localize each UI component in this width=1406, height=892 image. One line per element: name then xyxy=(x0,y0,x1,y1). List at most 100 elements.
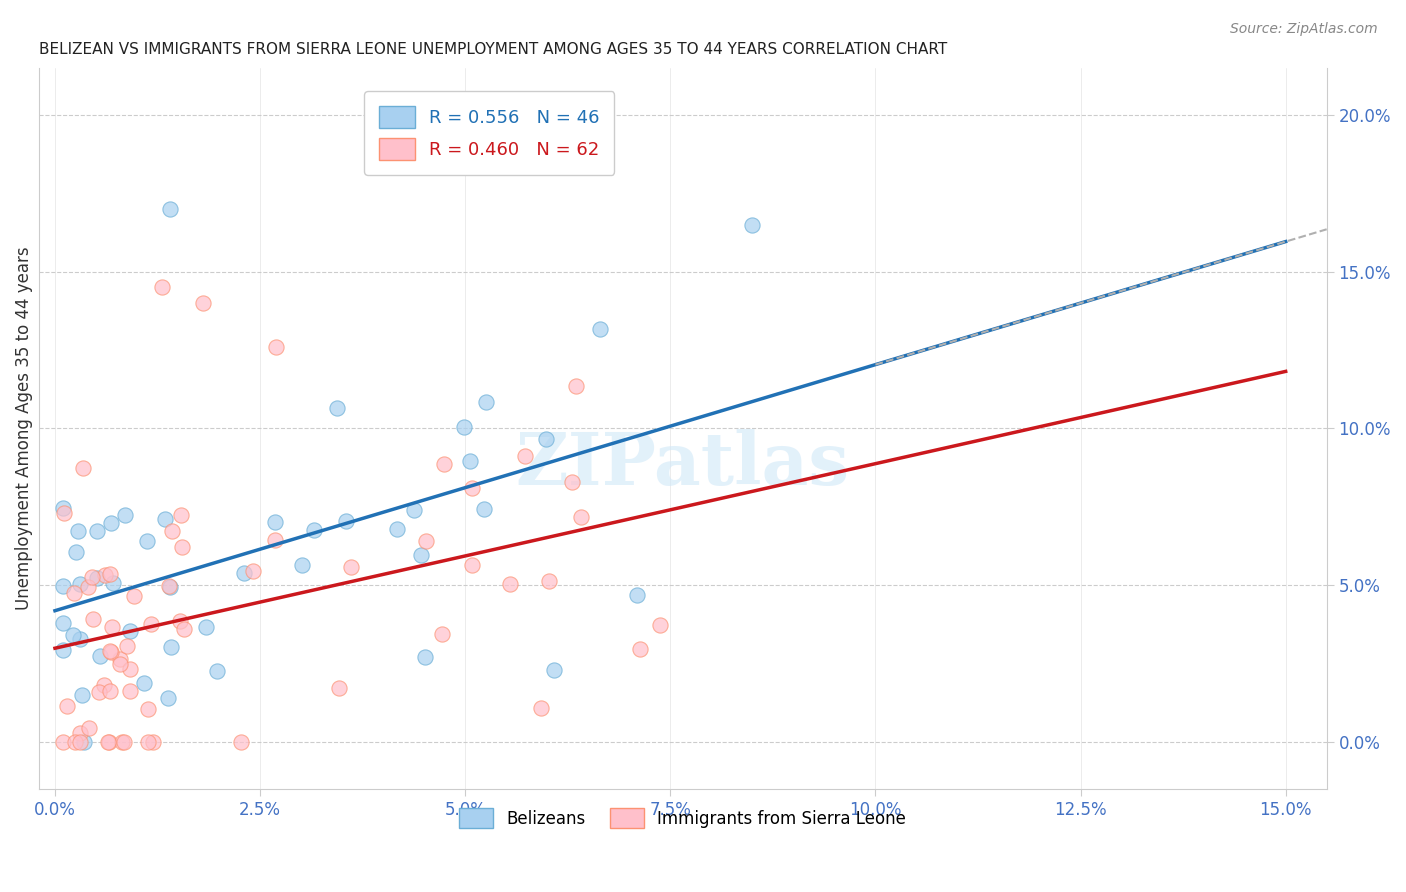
Point xyxy=(77,721,100,735)
Point xyxy=(111,735,134,749)
Point xyxy=(328,681,350,696)
Point xyxy=(415,650,437,665)
Point xyxy=(100,516,122,530)
Point xyxy=(66,524,89,538)
Point xyxy=(157,691,180,706)
Y-axis label: Unemployment Among Ages 35 to 44 years: Unemployment Among Ages 35 to 44 years xyxy=(15,246,32,610)
Point xyxy=(543,663,565,677)
Point xyxy=(326,401,349,415)
Point xyxy=(650,618,672,632)
Point xyxy=(385,522,408,536)
Point xyxy=(65,545,87,559)
Text: ZIPatlas: ZIPatlas xyxy=(516,429,849,500)
Point xyxy=(93,677,115,691)
Point xyxy=(100,567,122,582)
Point xyxy=(150,280,173,294)
Point xyxy=(160,640,183,654)
Point xyxy=(402,503,425,517)
Point xyxy=(461,481,484,495)
Point xyxy=(588,322,610,336)
Point xyxy=(191,296,214,310)
Point xyxy=(53,506,76,520)
Point xyxy=(69,735,91,749)
Point xyxy=(101,575,124,590)
Point xyxy=(569,509,592,524)
Point xyxy=(242,564,264,578)
Point xyxy=(472,502,495,516)
Text: BELIZEAN VS IMMIGRANTS FROM SIERRA LEONE UNEMPLOYMENT AMONG AGES 35 TO 44 YEARS : BELIZEAN VS IMMIGRANTS FROM SIERRA LEONE… xyxy=(38,42,946,57)
Point xyxy=(86,571,108,585)
Point xyxy=(741,218,763,232)
Point xyxy=(82,612,104,626)
Point xyxy=(626,588,648,602)
Point xyxy=(62,628,84,642)
Point xyxy=(89,649,111,664)
Point xyxy=(122,589,145,603)
Point xyxy=(530,701,553,715)
Point xyxy=(63,586,86,600)
Point xyxy=(157,579,180,593)
Point xyxy=(114,508,136,522)
Point xyxy=(537,574,560,588)
Point xyxy=(118,662,141,676)
Point xyxy=(69,576,91,591)
Point xyxy=(534,432,557,446)
Point xyxy=(205,665,228,679)
Point xyxy=(409,549,432,563)
Point xyxy=(173,623,195,637)
Point xyxy=(141,616,163,631)
Point xyxy=(52,616,75,631)
Point xyxy=(231,735,253,749)
Point xyxy=(458,454,481,468)
Point xyxy=(108,657,131,671)
Point xyxy=(291,558,314,572)
Point xyxy=(159,202,181,216)
Point xyxy=(499,576,522,591)
Point xyxy=(430,626,453,640)
Point xyxy=(69,726,91,740)
Point xyxy=(132,676,155,690)
Point xyxy=(69,632,91,647)
Point xyxy=(135,533,157,548)
Point xyxy=(266,340,288,354)
Point xyxy=(628,641,651,656)
Point xyxy=(195,620,218,634)
Point xyxy=(169,614,191,628)
Point xyxy=(77,580,100,594)
Point xyxy=(339,559,361,574)
Point xyxy=(264,533,287,547)
Point xyxy=(108,651,131,665)
Point xyxy=(335,514,357,528)
Point xyxy=(98,684,121,698)
Point xyxy=(72,461,94,475)
Point xyxy=(72,688,94,702)
Point xyxy=(263,516,285,530)
Point xyxy=(98,643,121,657)
Point xyxy=(63,735,86,749)
Point xyxy=(73,735,96,749)
Point xyxy=(56,698,79,713)
Point xyxy=(86,524,108,538)
Point xyxy=(138,735,160,749)
Point xyxy=(98,735,121,749)
Point xyxy=(101,620,124,634)
Point xyxy=(52,643,75,657)
Text: Source: ZipAtlas.com: Source: ZipAtlas.com xyxy=(1230,22,1378,37)
Legend: Belizeans, Immigrants from Sierra Leone: Belizeans, Immigrants from Sierra Leone xyxy=(453,801,912,835)
Point xyxy=(513,449,536,463)
Point xyxy=(233,566,256,581)
Point xyxy=(97,735,120,749)
Point xyxy=(80,570,103,584)
Point xyxy=(136,701,159,715)
Point xyxy=(115,639,138,653)
Point xyxy=(162,524,184,538)
Point xyxy=(453,420,475,434)
Point xyxy=(461,558,484,572)
Point xyxy=(89,685,111,699)
Point xyxy=(118,684,141,698)
Point xyxy=(433,457,456,471)
Point xyxy=(94,567,117,582)
Point xyxy=(112,735,135,749)
Point xyxy=(170,540,193,554)
Point xyxy=(170,508,193,523)
